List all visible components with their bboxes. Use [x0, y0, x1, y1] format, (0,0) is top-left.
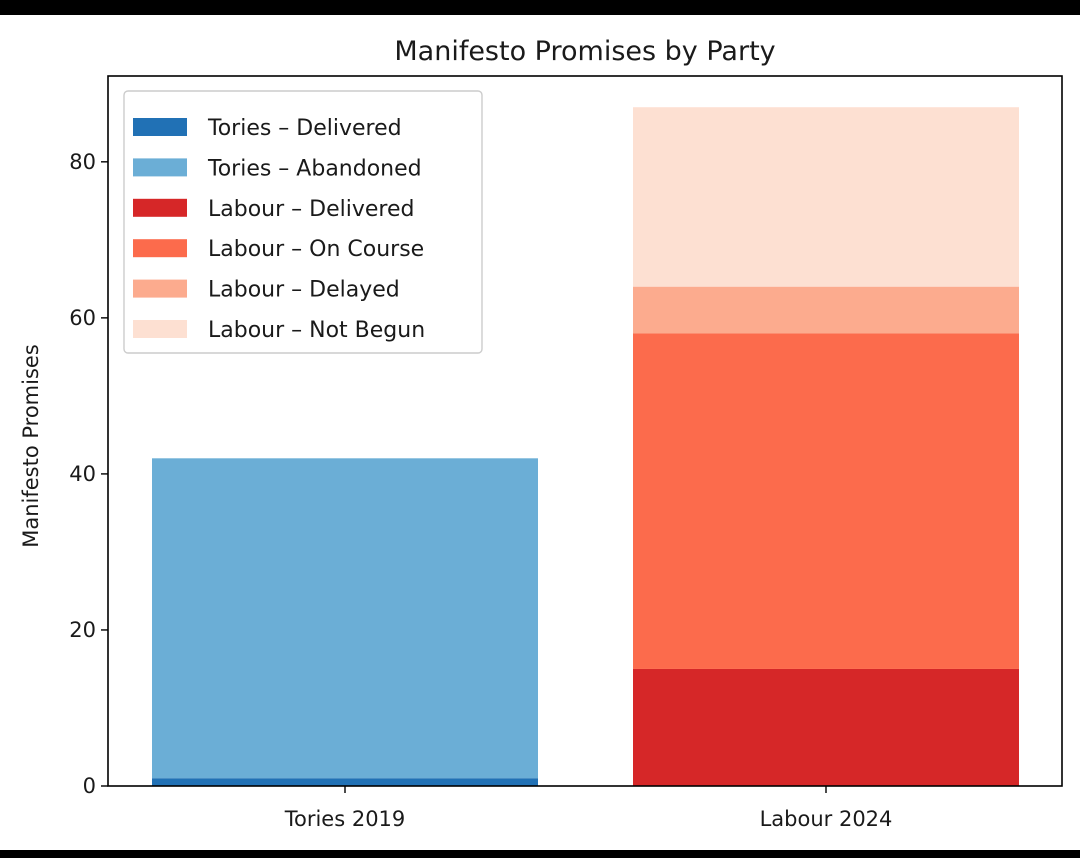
legend-swatch-tories-delivered [133, 118, 187, 136]
y-axis-label: Manifesto Promises [19, 344, 43, 548]
chart-svg: Manifesto Promises by Party Manifesto Pr… [19, 36, 1063, 831]
legend-label-labour-on-course: Labour – On Course [208, 237, 424, 262]
plot-frame [107, 75, 1063, 787]
legend-label-tories-delivered: Tories – Delivered [207, 116, 402, 141]
bar-labour-2024-labour-on-course [633, 333, 1019, 669]
chart-title: Manifesto Promises by Party [394, 36, 775, 67]
bar-labour-2024-labour-delivered [633, 668, 1019, 786]
legend-swatch-labour-not-begun [133, 320, 187, 338]
x-tick-label-labour-2024: Labour 2024 [760, 807, 893, 831]
legend-label-tories-abandoned: Tories – Abandoned [207, 156, 422, 181]
legend-box [123, 90, 483, 354]
legend-label-labour-not-begun: Labour – Not Begun [208, 318, 425, 343]
bar-tories-2019-tories-delivered [152, 778, 538, 786]
y-tick-label: 40 [69, 462, 96, 486]
y-tick-label: 60 [69, 306, 96, 330]
legend: Tories – Delivered Tories – Abandoned Labo… [123, 90, 483, 354]
y-tick-label: 0 [83, 774, 96, 798]
legend-swatch-labour-delayed [133, 279, 187, 298]
y-tick-label: 20 [69, 618, 96, 642]
chart-figure: Manifesto Promises by Party Manifesto Pr… [0, 15, 1080, 850]
y-tick-label: 80 [69, 150, 96, 174]
legend-swatch-labour-on-course [133, 239, 187, 258]
axes-group: 0 20 40 60 80 Tories 2019 Labour 2024 [69, 75, 1063, 831]
bars-group [152, 107, 1019, 786]
x-tick-label-tories-2019: Tories 2019 [284, 807, 406, 831]
bar-tories-2019-tories-abandoned [152, 458, 538, 779]
legend-swatch-labour-delivered [133, 198, 187, 217]
legend-label-labour-delayed: Labour – Delayed [208, 278, 400, 303]
bar-labour-2024-labour-delayed [633, 286, 1019, 334]
legend-swatch-tories-abandoned [133, 158, 187, 177]
bar-labour-2024-labour-not-begun [633, 107, 1019, 287]
legend-label-labour-delivered: Labour – Delivered [208, 197, 414, 222]
